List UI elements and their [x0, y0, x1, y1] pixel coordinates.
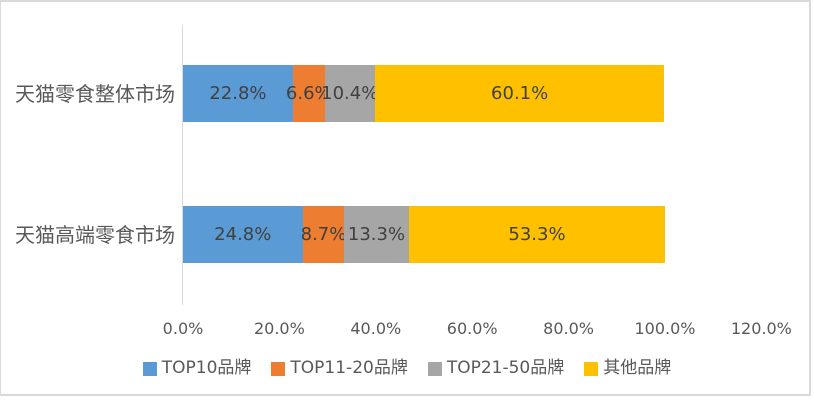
data-label: 60.1%	[491, 82, 549, 104]
bar-segment: 60.1%	[374, 65, 665, 122]
bar-segment: 13.3%	[344, 206, 409, 263]
x-axis-tick-label: 120.0%	[730, 319, 792, 338]
legend-item: TOP11-20品牌	[271, 358, 408, 378]
legend-swatch-icon	[271, 361, 286, 376]
data-label: 13.3%	[347, 223, 406, 245]
bar-segment: 8.7%	[300, 206, 347, 263]
x-axis-tick-label: 20.0%	[253, 319, 305, 338]
legend-item: TOP10品牌	[142, 358, 252, 378]
bar-segment: 6.6%	[286, 65, 332, 122]
x-axis-tick-label: 80.0%	[543, 319, 594, 338]
legend-label: TOP21-50品牌	[446, 358, 565, 378]
legend-item: 其他品牌	[584, 360, 671, 377]
category-label: 天猫零食整体市场	[15, 81, 175, 106]
data-label: 6.6%	[285, 82, 332, 104]
legend: TOP10品牌 TOP11-20品牌 TOP21-50品牌 其他品牌	[0, 360, 814, 377]
bar-row: 22.8% 6.6% 10.4% 60.1%	[183, 65, 665, 122]
category-label: 天猫高端零食市场	[15, 222, 175, 247]
data-label: 8.7%	[300, 223, 347, 245]
x-axis-tick-label: 40.0%	[350, 319, 402, 338]
legend-label: 其他品牌	[603, 358, 672, 378]
category-axis-line	[182, 25, 183, 305]
legend-item: TOP21-50品牌	[427, 358, 565, 378]
legend-label: TOP10品牌	[161, 358, 252, 378]
bar-segment: 22.8%	[183, 65, 293, 122]
legend-swatch-icon	[142, 361, 157, 376]
x-axis-tick-label: 0.0%	[162, 319, 204, 338]
bar-row: 24.8% 8.7% 13.3% 53.3%	[183, 206, 666, 263]
x-axis-tick-label: 60.0%	[446, 319, 498, 338]
data-label: 22.8%	[209, 82, 267, 104]
data-label: 10.4%	[321, 82, 379, 104]
bar-segment: 10.4%	[321, 65, 378, 122]
legend-swatch-icon	[427, 361, 442, 376]
data-label: 24.8%	[214, 223, 272, 245]
bar-segment: 24.8%	[183, 206, 303, 263]
x-axis-tick-label: 100.0%	[634, 319, 696, 338]
bar-segment: 53.3%	[408, 206, 666, 263]
data-label: 53.3%	[508, 223, 566, 245]
legend-label: TOP11-20品牌	[290, 358, 408, 378]
legend-swatch-icon	[584, 361, 599, 376]
